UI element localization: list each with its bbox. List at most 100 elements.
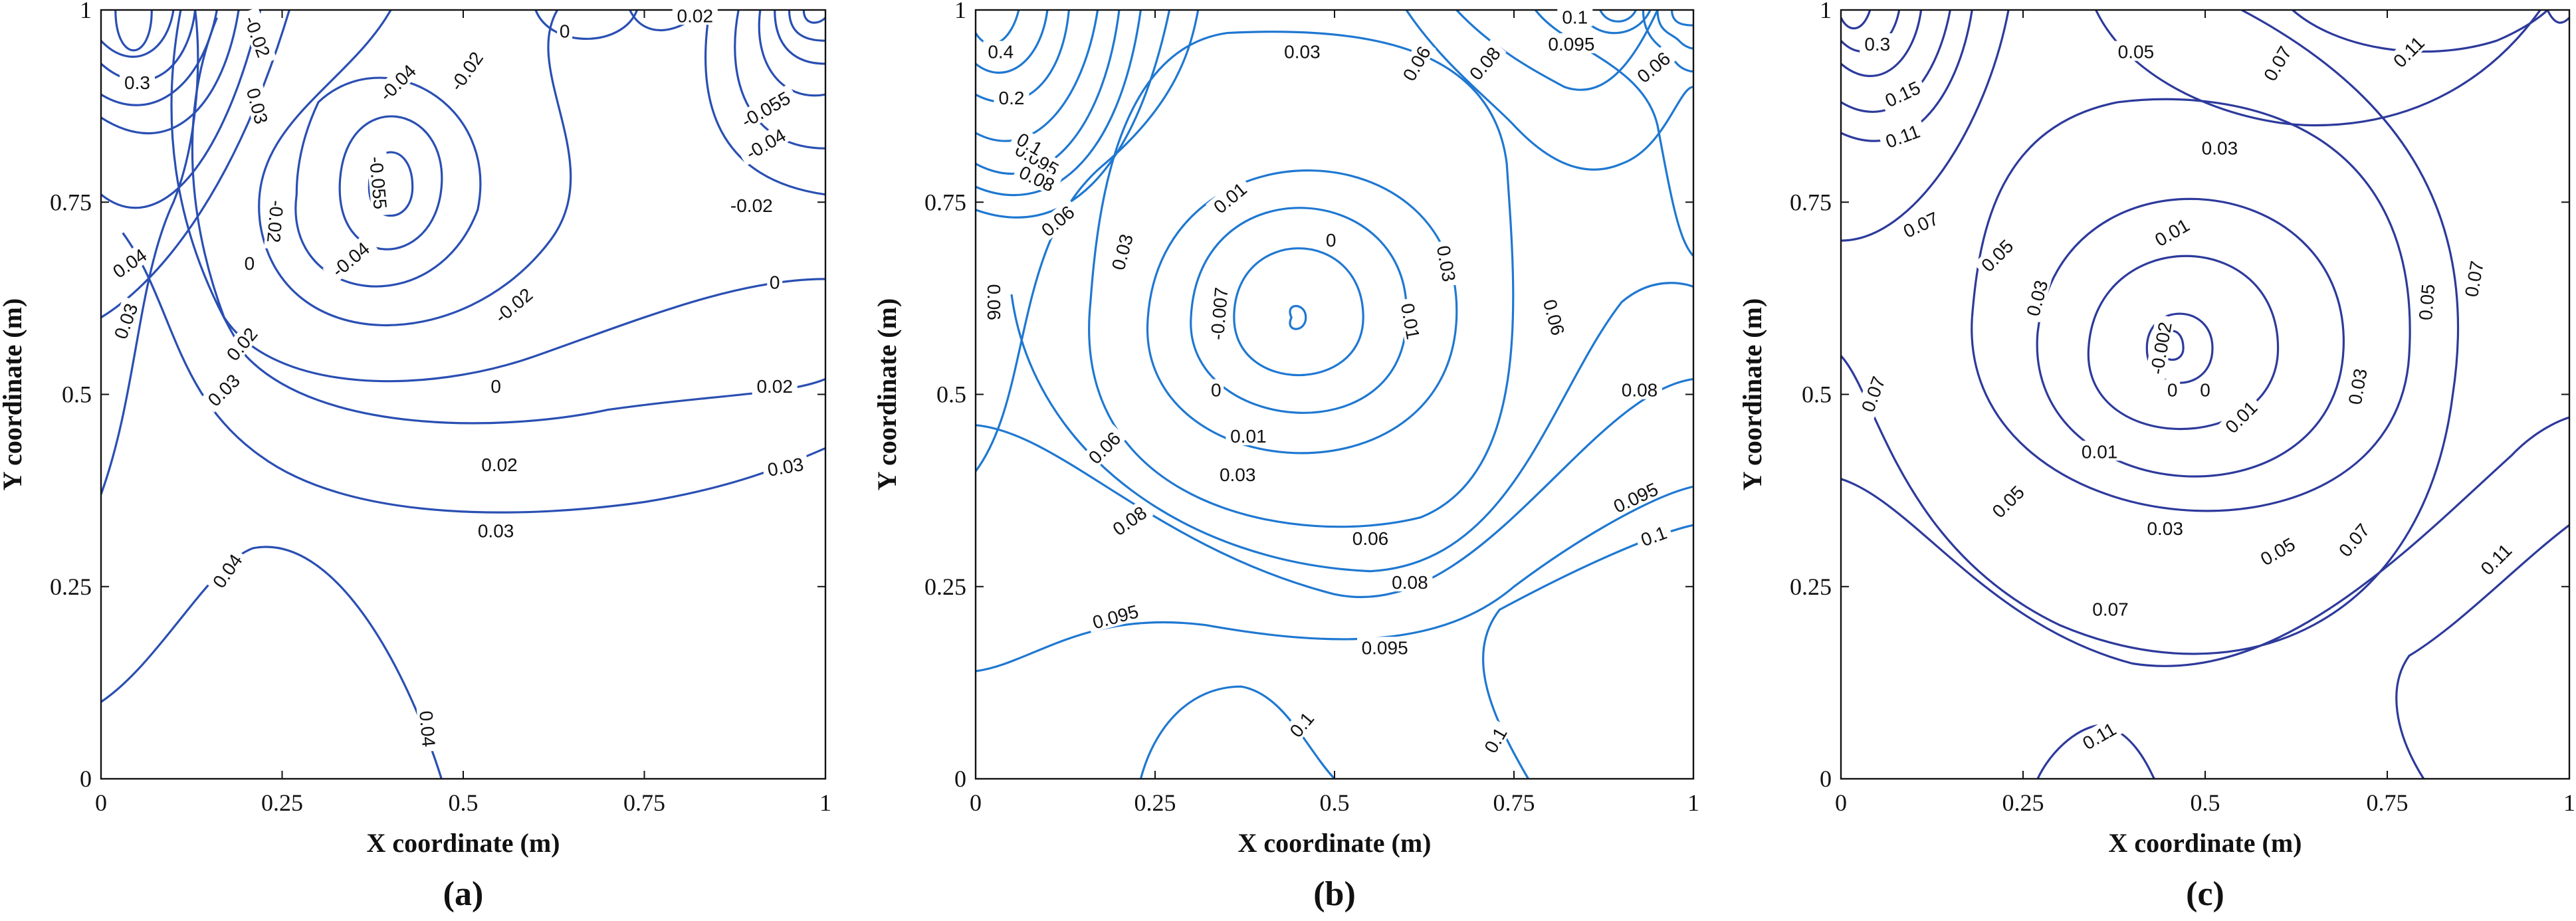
contour-value-label: 0.07	[2088, 598, 2133, 620]
contour-line	[976, 10, 1171, 219]
contour-label-background	[1855, 369, 1890, 419]
contour-value-text: 0.03	[1220, 464, 1256, 485]
contour-line	[976, 10, 1049, 74]
contour-line	[101, 10, 240, 135]
contour-value-text: 0.08	[1622, 380, 1658, 401]
contour-value-label: 0.08	[1617, 379, 1662, 401]
contour-value-label: 0.07	[2459, 255, 2488, 303]
contour-label-background	[1215, 464, 1261, 484]
contour-value-text: 0	[770, 272, 780, 293]
x-tick-label: 0.25	[261, 789, 303, 816]
contour-value-label: 0.02	[752, 375, 798, 397]
contour-label-background	[1477, 719, 1513, 760]
contour-line	[122, 232, 825, 514]
contour-label-background	[1279, 41, 1325, 61]
contour-label-background	[2088, 598, 2133, 619]
contour-label-background	[2414, 278, 2438, 326]
contour-value-text: 0.03	[243, 86, 272, 126]
contour-line	[976, 10, 1121, 175]
contour-label-background	[1985, 478, 2031, 524]
contour-value-label: -0.04	[322, 233, 378, 284]
contour-value-text: 0.02	[481, 455, 518, 475]
contour-value-text: 0.06	[984, 284, 1004, 320]
contour-value-label: 0	[2165, 379, 2181, 401]
contour-line	[191, 17, 825, 383]
contour-value-text: 0.05	[2415, 283, 2439, 321]
contour-value-label: 0.3	[1860, 33, 1895, 54]
contour-value-label: 0.06	[1396, 39, 1436, 88]
contour-label-background	[441, 42, 490, 100]
contour-label-background	[1106, 227, 1137, 276]
contour-value-text: 0	[245, 253, 255, 274]
x-tick-label: 0	[95, 789, 107, 816]
contour-value-label: 0.06	[1539, 292, 1570, 342]
contour-line	[1841, 10, 1973, 142]
contour-label-background	[488, 375, 504, 395]
contour-value-label: 0.08	[1387, 571, 1433, 593]
contour-label-background	[557, 20, 573, 41]
panel-a: 0 0.25 0.5 0.75 1 0 0.25 0.5 0.75 1 X coordinate (…	[0, 0, 864, 921]
panel-label: (a)	[443, 875, 484, 913]
y-tick-label: 0.25	[50, 573, 92, 600]
panel-label: (c)	[2186, 875, 2224, 913]
contour-label-background	[1010, 126, 1051, 161]
contour-label-background	[1012, 159, 1062, 197]
contour-label-background	[1397, 297, 1426, 346]
contour-value-label: 0.095	[1543, 33, 1599, 54]
contour-value-label: -0.02	[239, 7, 277, 66]
contour-label-background	[1357, 637, 1413, 657]
panel-b: 0 0.25 0.5 0.75 1 0 0.25 0.5 0.75 1 X coordinate (…	[864, 0, 1728, 921]
contour-label-background	[200, 366, 247, 413]
contour-value-label: 0.04	[104, 241, 154, 284]
y-axis-label: Y coordinate (m)	[872, 298, 902, 491]
contour-value-label: 0.03	[2142, 518, 2188, 539]
contour-value-text: 0.095	[1362, 637, 1408, 658]
contour-label-background	[2165, 379, 2181, 399]
contour-label-background	[485, 279, 541, 331]
contour-label-background	[1387, 571, 1433, 591]
contour-label-background	[1226, 425, 1271, 446]
contour-line	[534, 10, 639, 41]
contour-label-background	[1461, 39, 1507, 87]
contour-value-label: 0.08	[1105, 498, 1154, 542]
contour-label-background	[473, 520, 519, 540]
contour-plot-c: 0 0.25 0.5 0.75 1 0 0.25 0.5 0.75 1 X coordinate (…	[1737, 0, 2575, 913]
contour-label-background	[120, 71, 155, 92]
contour-line	[101, 10, 199, 495]
contour-value-text: -0.02	[730, 195, 773, 216]
contour-value-label: 0.15	[1878, 74, 1927, 112]
contour-value-label: 0.02	[219, 320, 264, 367]
x-tick-label: 0.5	[1320, 789, 1350, 816]
contour-value-label: 0.11	[2074, 715, 2124, 756]
contour-lines	[976, 10, 1693, 779]
contour-label-background	[1895, 205, 1945, 243]
contour-value-text: 0.06	[1352, 528, 1389, 549]
contour-line	[101, 10, 262, 209]
contour-value-label: -0.02	[485, 279, 541, 331]
contour-line	[1599, 10, 1638, 23]
contour-line	[976, 485, 1693, 672]
contour-value-text: 0.03	[2022, 278, 2052, 318]
contour-line	[101, 10, 218, 106]
contour-value-text: 0	[1211, 380, 1222, 401]
contour-value-label: 0.1	[1282, 704, 1321, 744]
contour-value-text: 0.07	[2092, 599, 2129, 620]
contour-label-background	[1348, 528, 1393, 548]
contour-line	[1088, 31, 1515, 528]
contour-line	[758, 10, 825, 97]
contour-label-background	[1539, 292, 1570, 342]
contour-label-background	[416, 705, 441, 752]
contour-line	[976, 10, 1070, 104]
contour-value-label: 0.095	[1606, 476, 1665, 518]
contour-value-label: 0	[1323, 229, 1339, 251]
contour-label-background	[243, 81, 274, 130]
contour-value-label: 0.01	[2077, 441, 2123, 462]
contour-line	[1841, 10, 1923, 77]
contour-value-label: 0	[557, 20, 573, 41]
y-tick-label: 0.5	[1802, 381, 1832, 408]
panel-label: (b)	[1313, 875, 1356, 913]
contour-label-background	[724, 195, 780, 215]
y-tick-label: 0	[80, 766, 92, 792]
contour-value-label: -0.007	[1205, 280, 1232, 347]
contour-label-background	[1396, 39, 1436, 88]
